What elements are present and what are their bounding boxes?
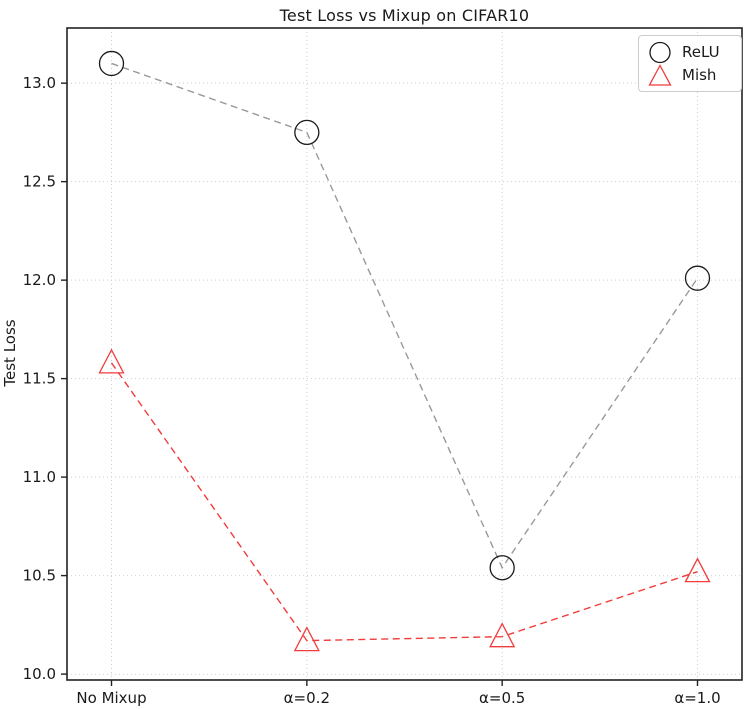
data-point-mish [293, 626, 320, 652]
data-point-mish [98, 348, 125, 374]
y-tick-label: 13.0 [23, 74, 56, 92]
legend-label-relu: ReLU [682, 43, 720, 61]
legend-item-mish: Mish [647, 64, 733, 87]
y-tick-label: 11.0 [23, 468, 56, 486]
y-tick-label: 12.5 [23, 173, 56, 191]
data-point-mish [684, 557, 711, 583]
circle-marker-icon [649, 41, 671, 64]
x-tick-label: α=0.2 [284, 689, 330, 707]
legend-label-mish: Mish [682, 66, 717, 84]
x-tick-label: α=1.0 [674, 689, 720, 707]
series-line-relu [111, 62, 699, 570]
chart-title: Test Loss vs Mixup on CIFAR10 [279, 6, 530, 25]
x-tick-label: No Mixup [76, 689, 146, 707]
data-point-relu [294, 119, 320, 146]
plot-frame [66, 27, 743, 681]
y-tick-label: 10.5 [23, 567, 56, 585]
legend-item-relu: ReLU [647, 41, 733, 64]
data-point-relu [489, 555, 515, 581]
data-point-relu [684, 265, 711, 291]
y-tick-label: 10.0 [23, 665, 56, 683]
y-tick-label: 11.5 [23, 370, 56, 388]
series-line-mish [110, 362, 698, 642]
y-tick-label: 12.0 [23, 271, 56, 289]
x-tick-label: α=0.5 [479, 689, 525, 707]
triangle-marker-icon [648, 64, 672, 86]
data-point-mish [489, 622, 516, 648]
legend: ReLU Mish [638, 35, 742, 92]
data-point-relu [98, 50, 125, 77]
